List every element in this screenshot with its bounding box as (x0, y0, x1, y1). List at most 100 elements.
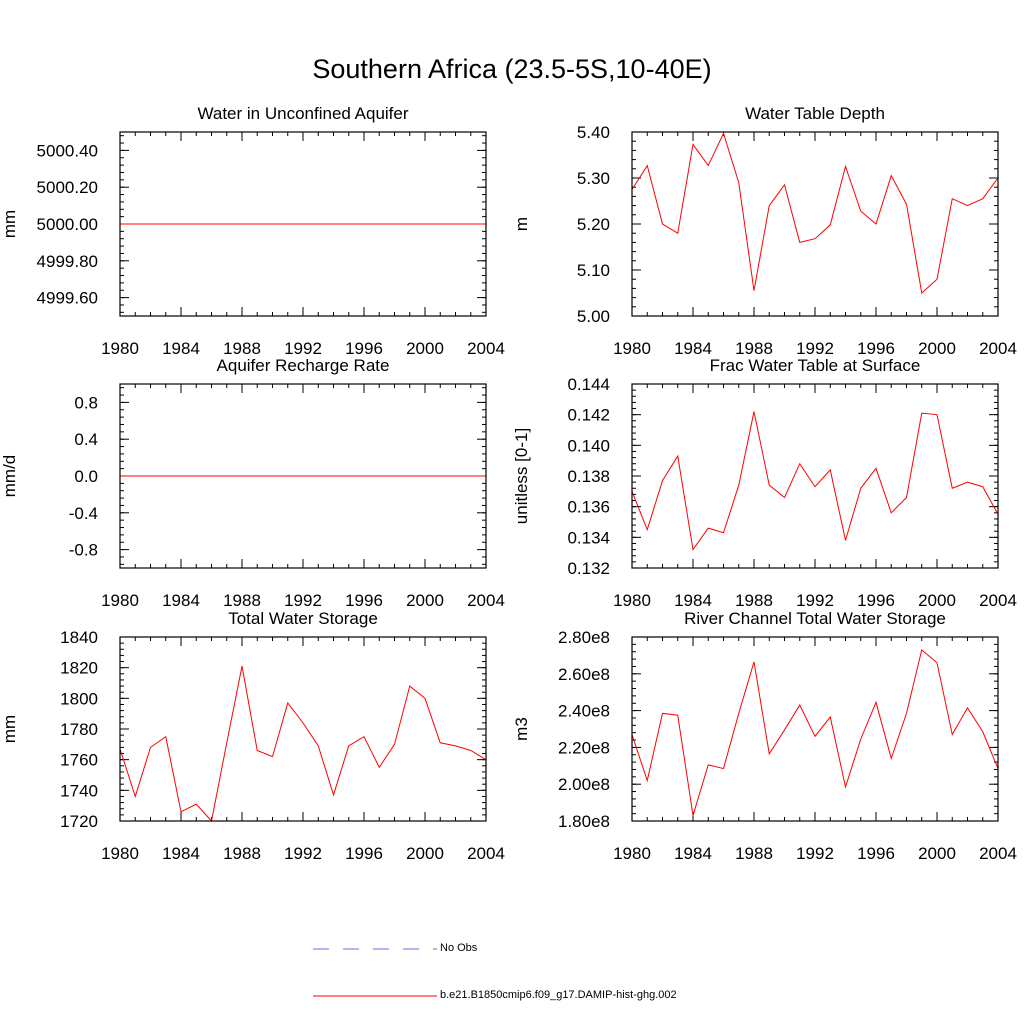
x-tick-label: 2000 (918, 339, 956, 358)
y-tick-label: 0.140 (567, 436, 610, 455)
y-tick-label: 2.80e8 (558, 628, 610, 647)
plot-frame (631, 383, 999, 569)
y-tick-label: 5000.00 (37, 215, 98, 234)
x-tick-label: 1984 (162, 339, 200, 358)
series-line (119, 666, 487, 823)
x-tick-label: 1996 (857, 339, 895, 358)
x-tick-label: 1980 (613, 591, 651, 610)
x-tick-label: 1988 (735, 339, 773, 358)
y-tick-label: 5.10 (577, 261, 610, 280)
y-tick-label: -0.8 (69, 541, 98, 560)
y-tick-label: 5000.40 (37, 141, 98, 160)
chart-title: Water in Unconfined Aquifer (197, 104, 408, 123)
x-tick-label: 2000 (918, 591, 956, 610)
y-tick-label: 0.144 (567, 375, 610, 394)
y-axis-label: m (512, 217, 531, 231)
y-axis-label: unitless [0-1] (512, 428, 531, 524)
x-tick-label: 1988 (223, 844, 261, 863)
chart-title: River Channel Total Water Storage (684, 609, 946, 628)
x-tick-label: 1996 (857, 844, 895, 863)
plot-frame (631, 636, 999, 822)
x-tick-label: 2004 (979, 339, 1017, 358)
chart-panel-2: Water Table Depth m 1980 1984 1988 1992 1996 20… (512, 104, 1017, 358)
chart-panel-4: Frac Water Table at Surface unitless [0-1… (512, 356, 1017, 610)
chart-title: Aquifer Recharge Rate (217, 356, 390, 375)
x-tick-label: 1984 (162, 844, 200, 863)
x-tick-label: 1992 (796, 339, 834, 358)
y-tick-label: 4999.60 (37, 289, 98, 308)
x-tick-label: 1980 (101, 591, 139, 610)
y-tick-label: 5.40 (577, 123, 610, 142)
plot-frame (119, 636, 487, 822)
x-tick-label: 1980 (613, 844, 651, 863)
y-tick-label: 1740 (60, 781, 98, 800)
legend-label-model: b.e21.B1850cmip6.f09_g17.DAMIP-hist-ghg.… (440, 989, 677, 1001)
y-axis-label: mm (0, 210, 19, 238)
series-line (631, 411, 999, 551)
y-tick-label: 1840 (60, 628, 98, 647)
x-tick-label: 1992 (796, 844, 834, 863)
y-tick-label: 1780 (60, 720, 98, 739)
series-line (631, 132, 999, 294)
y-tick-label: 5000.20 (37, 178, 98, 197)
x-tick-label: 1988 (735, 844, 773, 863)
y-tick-label: 2.20e8 (558, 738, 610, 757)
y-tick-label: 5.30 (577, 169, 610, 188)
y-tick-label: 1800 (60, 689, 98, 708)
x-tick-label: 1996 (345, 339, 383, 358)
y-tick-label: 0.138 (567, 467, 610, 486)
x-tick-label: 2004 (467, 844, 505, 863)
x-tick-label: 1984 (162, 591, 200, 610)
x-tick-label: 1996 (345, 591, 383, 610)
y-tick-label: 2.60e8 (558, 665, 610, 684)
x-tick-label: 1988 (223, 339, 261, 358)
y-tick-label: 0.134 (567, 528, 610, 547)
y-tick-label: 1820 (60, 659, 98, 678)
x-tick-label: 1996 (345, 844, 383, 863)
y-tick-label: 2.40e8 (558, 702, 610, 721)
x-tick-label: 2000 (406, 339, 444, 358)
chart-title: Water Table Depth (745, 104, 885, 123)
x-tick-label: 1984 (674, 339, 712, 358)
chart-title: Total Water Storage (228, 609, 378, 628)
x-tick-label: 1996 (857, 591, 895, 610)
x-tick-label: 1992 (796, 591, 834, 610)
y-tick-label: 1.80e8 (558, 812, 610, 831)
x-tick-label: 2000 (918, 844, 956, 863)
x-tick-label: 2004 (467, 339, 505, 358)
x-tick-label: 2000 (406, 591, 444, 610)
y-tick-label: 0.0 (74, 467, 98, 486)
legend-label-no-obs: No Obs (440, 942, 478, 954)
y-tick-label: 0.142 (567, 406, 610, 425)
x-tick-label: 1984 (674, 844, 712, 863)
y-tick-label: 2.00e8 (558, 775, 610, 794)
chart-panel-1: Water in Unconfined Aquifer mm 1980 1984 198… (0, 104, 505, 358)
x-tick-label: 1988 (735, 591, 773, 610)
x-tick-label: 1980 (613, 339, 651, 358)
chart-title: Frac Water Table at Surface (710, 356, 921, 375)
y-tick-label: 5.20 (577, 215, 610, 234)
x-tick-label: 2004 (979, 591, 1017, 610)
y-tick-label: 1720 (60, 812, 98, 831)
y-tick-label: 4999.80 (37, 252, 98, 271)
x-tick-label: 1992 (284, 844, 322, 863)
y-tick-label: 0.132 (567, 559, 610, 578)
x-tick-label: 1988 (223, 591, 261, 610)
y-tick-label: 0.4 (74, 430, 98, 449)
y-axis-label: m3 (512, 717, 531, 741)
x-tick-label: 1992 (284, 339, 322, 358)
y-tick-label: -0.4 (69, 504, 98, 523)
chart-panel-3: Aquifer Recharge Rate mm/d 1980 1984 1988 199… (0, 356, 505, 610)
x-tick-label: 1984 (674, 591, 712, 610)
page-title: Southern Africa (23.5-5S,10-40E) (312, 54, 712, 84)
plot-frame (631, 131, 999, 317)
y-tick-label: 0.8 (74, 393, 98, 412)
plot-frame (119, 383, 487, 569)
x-tick-label: 1980 (101, 844, 139, 863)
y-tick-label: 5.00 (577, 307, 610, 326)
series-line (631, 648, 999, 816)
y-axis-label: mm/d (0, 455, 19, 498)
